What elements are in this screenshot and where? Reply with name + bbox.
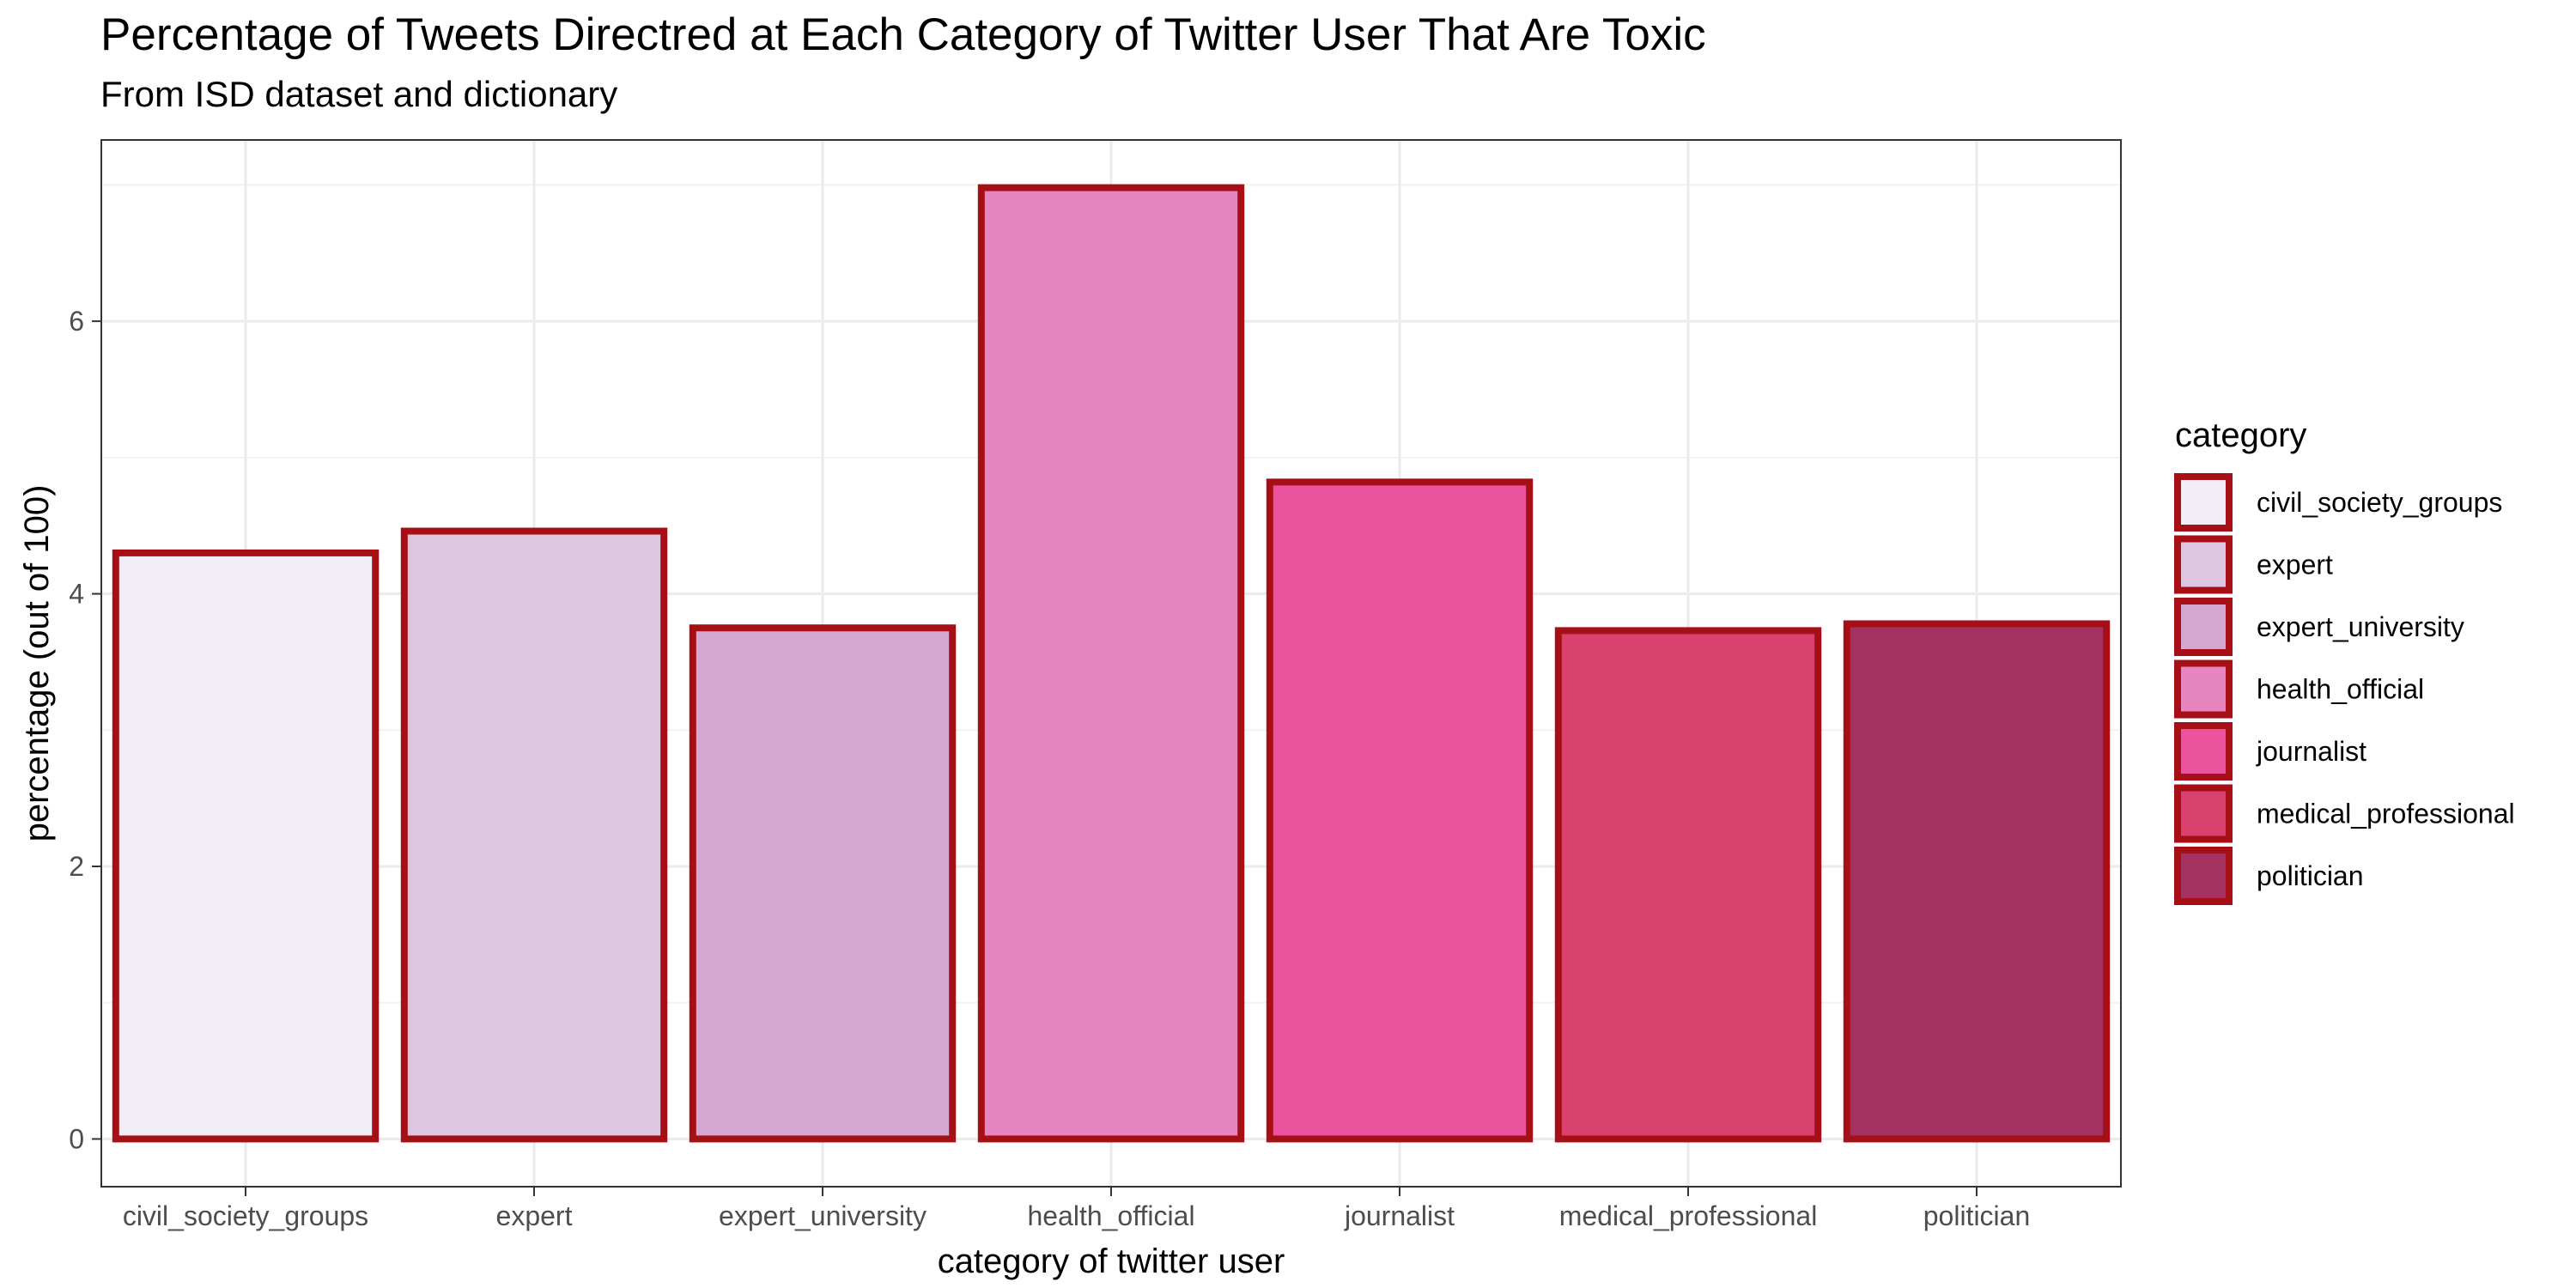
legend-key-expert-university (2174, 598, 2233, 656)
bar-journalist (1266, 478, 1534, 1143)
legend-key-politician (2174, 847, 2233, 905)
legend-label: civil_society_groups (2257, 487, 2502, 518)
y-tick-label: 0 (69, 1123, 84, 1154)
legend-key-expert (2174, 535, 2233, 594)
bar-expert-university (689, 624, 957, 1143)
y-tick-label: 2 (69, 851, 84, 882)
x-tick-label: civil_society_groups (123, 1200, 368, 1231)
bar-expert (400, 527, 668, 1143)
x-tick-label: health_official (1027, 1200, 1194, 1231)
legend-label: medical_professional (2257, 799, 2515, 829)
legend-key-civil-society-groups (2174, 473, 2233, 532)
x-tick-label: politician (1923, 1200, 2031, 1231)
x-tick-label: medical_professional (1559, 1200, 1818, 1231)
legend-label: politician (2257, 860, 2364, 891)
y-tick-label: 4 (69, 579, 84, 610)
legend-label: expert_university (2257, 611, 2464, 642)
y-axis-title: percentage (out of 100) (18, 485, 56, 842)
legend-label: journalist (2256, 736, 2366, 767)
bar-civil-society-groups (112, 549, 380, 1143)
legend-title: category (2175, 416, 2306, 454)
bar-medical-professional (1554, 627, 1822, 1143)
axes: 0 2 4 6 civil_society_groups expert expert_uni… (69, 306, 2030, 1231)
chart-subtitle: From ISD dataset and dictionary (100, 74, 618, 114)
legend-label: health_official (2257, 674, 2424, 705)
legend-key-medical-professional (2174, 784, 2233, 843)
y-tick-label: 6 (69, 306, 84, 337)
x-axis-title: category of twitter user (938, 1242, 1285, 1280)
x-tick-label: expert_university (719, 1200, 927, 1231)
chart-title: Percentage of Tweets Directred at Each C… (100, 9, 1706, 60)
legend-key-health-official (2174, 659, 2233, 719)
bar-health-official (977, 184, 1245, 1143)
legend-key-journalist (2174, 722, 2233, 781)
x-tick-label: journalist (1344, 1200, 1455, 1231)
x-tick-label: expert (496, 1200, 573, 1231)
legend-label: expert (2257, 550, 2333, 580)
bars (112, 184, 2111, 1143)
bar-politician (1843, 620, 2111, 1143)
